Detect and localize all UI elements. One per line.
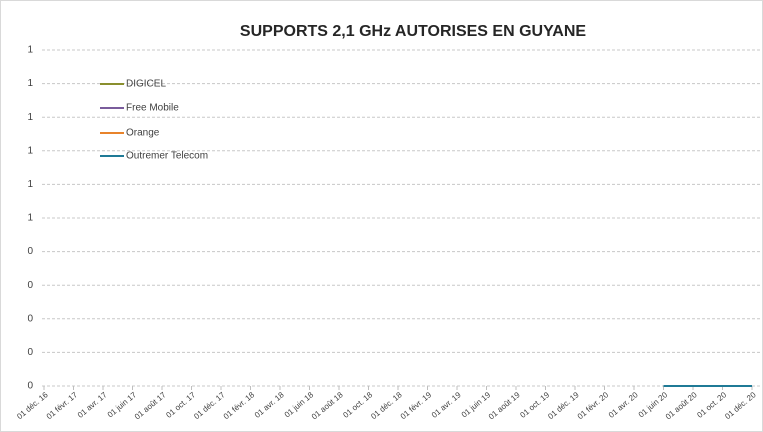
y-tick-label: 0 [27, 280, 33, 291]
legend-label: DIGICEL [126, 79, 166, 90]
y-tick-label: 1 [27, 78, 33, 89]
y-tick-label: 0 [27, 246, 33, 257]
legend-label: Orange [126, 128, 160, 139]
chart-title: SUPPORTS 2,1 GHz AUTORISES EN GUYANE [240, 23, 586, 40]
y-tick-label: 1 [27, 213, 33, 224]
y-tick-label: 0 [27, 381, 33, 392]
y-tick-label: 1 [27, 112, 33, 123]
y-tick-label: 1 [27, 45, 33, 56]
y-tick-label: 1 [27, 179, 33, 190]
y-tick-label: 1 [27, 145, 33, 156]
legend-label: Outremer Telecom [126, 151, 208, 162]
y-tick-label: 0 [27, 347, 33, 358]
y-tick-label: 0 [27, 313, 33, 324]
legend-label: Free Mobile [126, 103, 179, 114]
